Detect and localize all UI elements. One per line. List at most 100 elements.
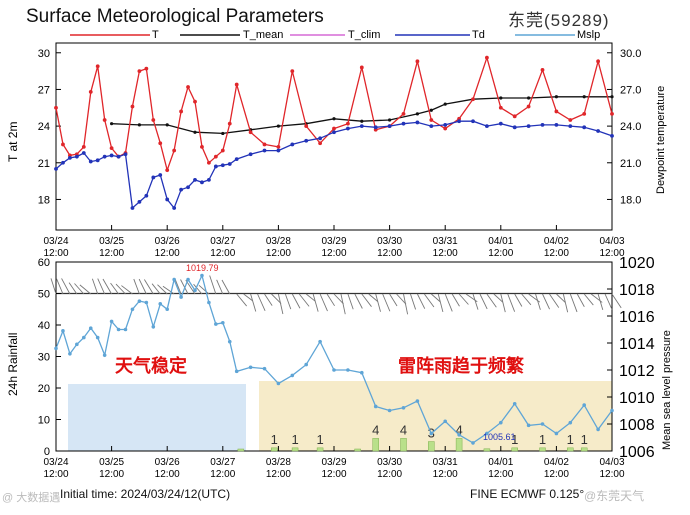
- point-Td: [610, 133, 614, 138]
- dewpoint-axis-label: Dewpoint temperature: [655, 86, 667, 194]
- point-Td: [415, 120, 420, 125]
- rain-xtick-date: 03/24: [43, 457, 68, 468]
- mslp-point: [130, 307, 135, 312]
- point-T: [498, 105, 503, 110]
- mslp-point: [144, 300, 149, 305]
- point-T: [512, 114, 517, 119]
- stable-weather-band: [68, 384, 246, 451]
- point-T: [172, 148, 177, 153]
- stable-weather-annotation: 天气稳定: [115, 355, 187, 376]
- temp-xtick-time: 12:00: [266, 248, 291, 259]
- point-T_mean: [388, 118, 392, 122]
- dewpoint-ytick-label: 24.0: [620, 121, 641, 133]
- wind-barb: [97, 278, 106, 295]
- rain-bar-label: 1: [539, 432, 546, 447]
- point-T: [415, 59, 420, 64]
- rain-xtick-time: 12:00: [544, 469, 569, 480]
- point-Td: [554, 122, 559, 127]
- mslp-point: [82, 335, 86, 340]
- point-T: [54, 105, 58, 110]
- point-T: [130, 104, 135, 109]
- point-Td: [227, 162, 232, 166]
- temp-xtick-date: 03/30: [377, 236, 402, 247]
- wind-barb: [298, 293, 310, 307]
- rain-xtick-time: 12:00: [433, 469, 458, 480]
- temp-ytick-label: 18: [38, 194, 50, 206]
- temp-xtick-time: 12:00: [433, 248, 458, 259]
- point-Td: [485, 124, 489, 129]
- temp-xtick-time: 12:00: [377, 248, 402, 259]
- wind-barb: [604, 293, 613, 310]
- point-T: [102, 118, 107, 122]
- point-Td: [526, 124, 531, 129]
- point-Td: [582, 125, 587, 130]
- wind-barb: [236, 293, 247, 307]
- point-Td: [123, 152, 128, 157]
- temp-xtick-date: 04/03: [599, 236, 624, 247]
- mslp-max-label: 1019.79: [186, 263, 219, 273]
- temp-xtick-time: 12:00: [599, 248, 624, 259]
- point-Td: [74, 154, 79, 159]
- mslp-point: [186, 277, 190, 282]
- point-T: [234, 82, 239, 87]
- mslp-point: [499, 420, 503, 425]
- point-T_mean: [443, 102, 447, 106]
- point-Td: [81, 151, 86, 155]
- rain-xtick-date: 03/29: [321, 457, 346, 468]
- mslp-point: [568, 420, 573, 425]
- point-T: [220, 148, 225, 153]
- temp-xtick-date: 03/29: [321, 236, 346, 247]
- rain-bar: [483, 448, 491, 452]
- series-line-T: [55, 55, 613, 173]
- point-Td: [512, 125, 517, 130]
- chart-title: Surface Meteorological Parameters: [26, 6, 324, 27]
- point-Td: [137, 199, 142, 204]
- point-T_mean: [165, 123, 169, 127]
- point-T_mean: [193, 130, 197, 134]
- mslp-point: [207, 300, 211, 305]
- mslp-point: [214, 322, 218, 326]
- point-Td: [332, 130, 336, 135]
- wind-barb: [423, 293, 435, 308]
- point-T: [332, 126, 336, 131]
- temperature-axis-label: T at 2m: [6, 122, 20, 162]
- mslp-point: [318, 339, 322, 344]
- temp-xtick-date: 03/26: [155, 236, 180, 247]
- rain-bar: [455, 438, 463, 452]
- point-Td: [186, 185, 190, 190]
- point-T_mean: [610, 95, 614, 99]
- wind-barb: [361, 293, 372, 307]
- wind-barb: [133, 278, 140, 295]
- wind-barb: [221, 279, 231, 295]
- wind-barb: [333, 293, 344, 305]
- wind-barb: [403, 293, 409, 315]
- wind-barb: [250, 293, 257, 312]
- point-T: [346, 121, 350, 126]
- rain-xtick-time: 12:00: [155, 469, 180, 480]
- wind-barb: [55, 278, 64, 295]
- wind-barb: [277, 293, 284, 315]
- point-Td: [498, 121, 503, 126]
- wind-barb: [556, 293, 566, 303]
- mslp-point: [429, 431, 434, 436]
- wind-barb: [347, 293, 354, 310]
- rain-xtick-date: 03/26: [155, 457, 180, 468]
- mslp-point: [75, 342, 79, 347]
- point-T: [582, 111, 587, 116]
- point-Td: [130, 206, 135, 210]
- rain-xtick-date: 03/31: [433, 457, 458, 468]
- point-T_mean: [527, 96, 531, 100]
- mslp-point: [415, 399, 420, 403]
- point-Td: [318, 136, 322, 141]
- wind-barb: [611, 293, 622, 309]
- point-Td: [248, 152, 253, 157]
- temp-xtick-date: 04/02: [544, 236, 569, 247]
- temp-xtick-date: 04/01: [488, 236, 513, 247]
- wind-barb: [500, 293, 506, 313]
- point-Td: [109, 153, 114, 158]
- mslp-point: [172, 277, 176, 282]
- mslp-point: [332, 368, 336, 372]
- dewpoint-ytick-label: 30.0: [620, 48, 641, 60]
- dewpoint-ytick-label: 21.0: [620, 158, 641, 170]
- rain-ytick-label: 50: [38, 289, 50, 301]
